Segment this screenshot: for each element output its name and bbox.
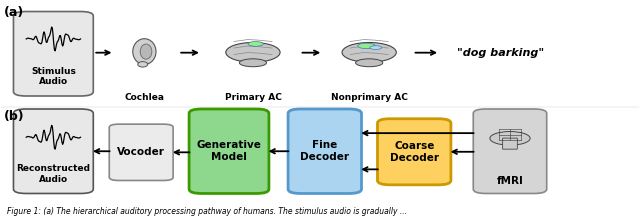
- Ellipse shape: [248, 42, 263, 46]
- Ellipse shape: [132, 39, 156, 65]
- Text: Figure 1: (a) The hierarchical auditory processing pathway of humans. The stimul: Figure 1: (a) The hierarchical auditory …: [7, 207, 407, 216]
- FancyBboxPatch shape: [502, 138, 517, 149]
- Text: fMRI: fMRI: [497, 176, 524, 186]
- FancyBboxPatch shape: [13, 12, 93, 96]
- Ellipse shape: [239, 59, 266, 67]
- Ellipse shape: [140, 44, 152, 59]
- FancyBboxPatch shape: [378, 119, 451, 185]
- Text: Nonprimary AC: Nonprimary AC: [331, 93, 408, 102]
- FancyBboxPatch shape: [473, 109, 547, 194]
- Circle shape: [490, 131, 530, 145]
- Text: Stimulus
Audio: Stimulus Audio: [31, 67, 76, 86]
- FancyBboxPatch shape: [109, 124, 173, 181]
- Text: (b): (b): [4, 110, 24, 123]
- Text: Reconstructed
Audio: Reconstructed Audio: [17, 164, 90, 184]
- Text: Generative
Model: Generative Model: [196, 140, 261, 162]
- Text: Vocoder: Vocoder: [117, 147, 165, 157]
- Text: Cochlea: Cochlea: [124, 93, 164, 102]
- Ellipse shape: [370, 46, 381, 49]
- Text: Coarse
Decoder: Coarse Decoder: [390, 141, 438, 163]
- Text: (a): (a): [4, 6, 24, 19]
- Ellipse shape: [226, 43, 280, 62]
- FancyBboxPatch shape: [13, 109, 93, 194]
- Ellipse shape: [342, 43, 396, 62]
- FancyBboxPatch shape: [288, 109, 362, 194]
- Text: "dog barking": "dog barking": [458, 48, 545, 58]
- Ellipse shape: [356, 59, 383, 67]
- Ellipse shape: [138, 62, 148, 67]
- FancyBboxPatch shape: [189, 109, 269, 194]
- Text: Fine
Decoder: Fine Decoder: [300, 140, 349, 162]
- Ellipse shape: [358, 43, 375, 49]
- Text: Primary AC: Primary AC: [225, 93, 282, 102]
